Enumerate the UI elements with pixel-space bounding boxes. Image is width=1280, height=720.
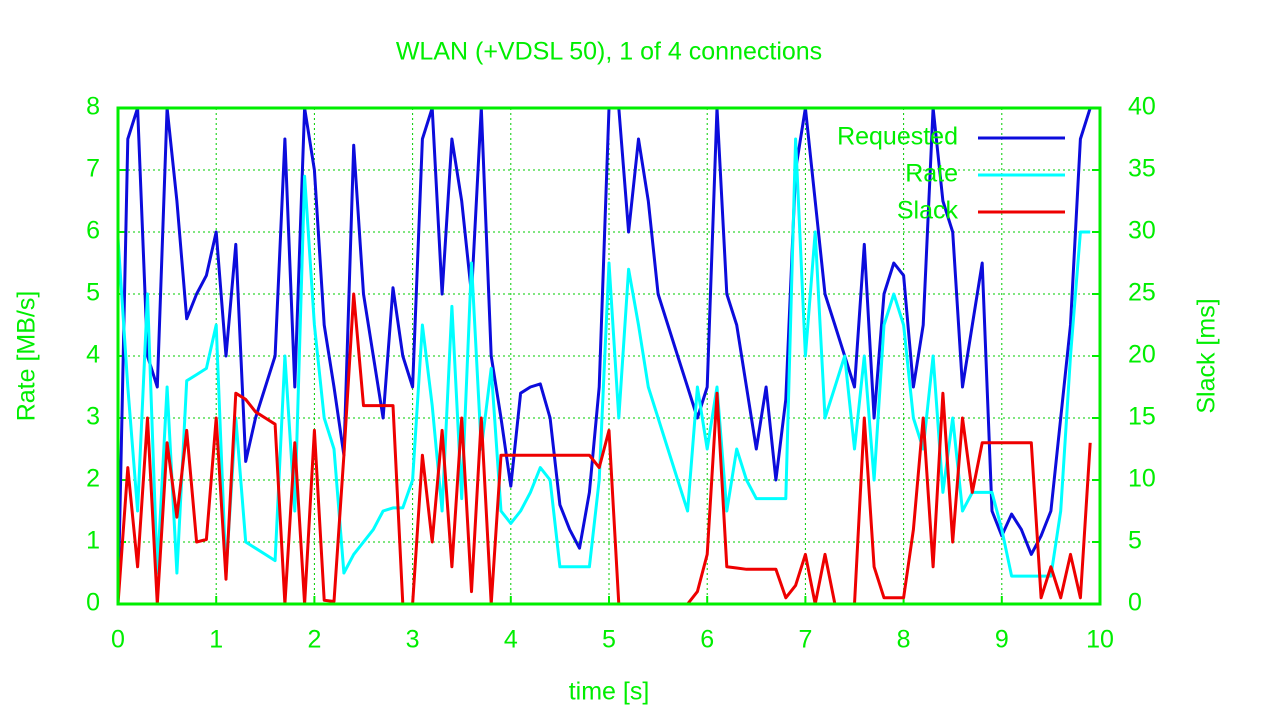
series-line bbox=[118, 292, 1092, 604]
y-tick-label: 0 bbox=[86, 589, 100, 617]
y2-tick-label: 0 bbox=[1128, 589, 1142, 617]
chart-title: WLAN (+VDSL 50), 1 of 4 connections bbox=[396, 38, 822, 66]
legend-label: Slack bbox=[897, 197, 959, 225]
legend-label: Requested bbox=[837, 123, 958, 151]
legend-label: Rate bbox=[905, 160, 958, 188]
x-tick-label: 0 bbox=[111, 626, 125, 654]
y-tick-label: 6 bbox=[86, 217, 100, 245]
y2-tick-label: 40 bbox=[1128, 93, 1156, 121]
y-tick-label: 3 bbox=[86, 403, 100, 431]
plot-area bbox=[118, 108, 1092, 604]
x-tick-label: 6 bbox=[700, 626, 714, 654]
x-axis-label: time [s] bbox=[569, 678, 650, 706]
y-tick-label: 2 bbox=[86, 465, 100, 493]
y2-tick-label: 35 bbox=[1128, 155, 1156, 183]
x-tick-label: 3 bbox=[406, 626, 420, 654]
y2-tick-label: 5 bbox=[1128, 527, 1142, 555]
y-axis-label: Rate [MB/s] bbox=[13, 291, 41, 422]
y2-tick-label: 10 bbox=[1128, 465, 1156, 493]
y2-tick-label: 15 bbox=[1128, 403, 1156, 431]
y-tick-label: 4 bbox=[86, 341, 100, 369]
y2-axis-label: Slack [ms] bbox=[1193, 298, 1221, 413]
y2-tick-label: 30 bbox=[1128, 217, 1156, 245]
x-tick-label: 7 bbox=[798, 626, 812, 654]
x-tick-label: 8 bbox=[897, 626, 911, 654]
y-tick-label: 7 bbox=[86, 155, 100, 183]
y2-tick-label: 25 bbox=[1128, 279, 1156, 307]
y-tick-label: 5 bbox=[86, 279, 100, 307]
plot-frame bbox=[116, 106, 1102, 606]
x-tick-label: 2 bbox=[307, 626, 321, 654]
series-line bbox=[118, 108, 1092, 604]
x-tick-label: 9 bbox=[995, 626, 1009, 654]
y-tick-label: 1 bbox=[86, 527, 100, 555]
x-tick-label: 10 bbox=[1086, 626, 1114, 654]
x-tick-label: 4 bbox=[504, 626, 518, 654]
x-tick-label: 5 bbox=[602, 626, 616, 654]
y2-tick-label: 20 bbox=[1128, 341, 1156, 369]
y-tick-label: 8 bbox=[86, 93, 100, 121]
x-tick-label: 1 bbox=[209, 626, 223, 654]
series-line bbox=[118, 137, 1091, 578]
